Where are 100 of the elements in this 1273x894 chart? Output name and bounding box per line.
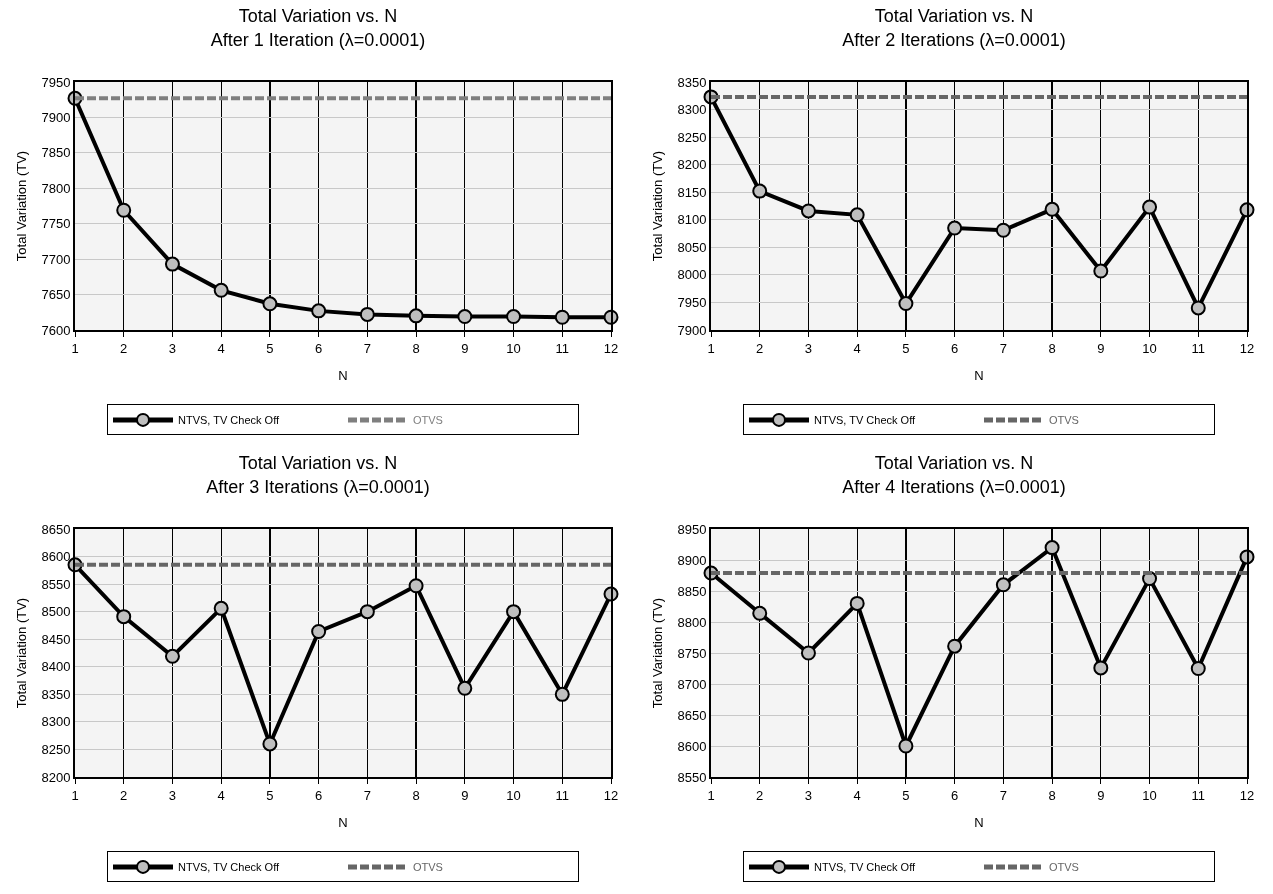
y-tick-label: 8250 [41, 741, 71, 757]
x-tick-label: 1 [71, 787, 79, 803]
x-tick-label: 5 [266, 340, 274, 356]
y-tick-label: 8350 [677, 74, 707, 90]
y-tick-label: 8650 [677, 707, 707, 723]
x-tick-label: 12 [603, 340, 619, 356]
x-tick-label: 7 [363, 787, 371, 803]
point [457, 309, 473, 325]
y-tick-label: 8300 [41, 714, 71, 730]
point [213, 600, 229, 616]
point [752, 183, 768, 199]
y-tick-label: 7650 [41, 287, 71, 303]
x-tick-label: 2 [756, 340, 764, 356]
y-tick-label: 8950 [677, 521, 707, 537]
text: OTVS [1049, 414, 1079, 427]
point [1044, 540, 1060, 556]
x-tick-label: 6 [315, 787, 323, 803]
y-tick-label: 8350 [41, 686, 71, 702]
x-tick-label: 8 [412, 787, 420, 803]
x-tick-label: 10 [506, 340, 521, 356]
point [262, 296, 278, 312]
point [1093, 263, 1109, 279]
x-tick-label: 4 [853, 787, 861, 803]
point [752, 605, 768, 621]
text: OTVS [413, 414, 443, 427]
point [947, 220, 963, 236]
y-tick-label: 7600 [41, 322, 71, 338]
x-tick-label: 10 [1142, 340, 1157, 356]
point [311, 303, 327, 319]
x-tick-label: 3 [804, 787, 813, 803]
x-tick-label: 10 [506, 787, 521, 803]
point [408, 308, 424, 324]
point [311, 624, 327, 639]
y-tick-label: 7750 [41, 216, 71, 232]
y-tick-label: 7900 [41, 109, 71, 125]
y-tick-label: 8100 [677, 212, 707, 228]
y-tick-label: 7900 [677, 322, 707, 338]
x-tick-label: 6 [951, 787, 959, 803]
x-tick-label: 7 [999, 340, 1007, 356]
point [995, 222, 1011, 238]
x-tick-label: 11 [1191, 787, 1206, 803]
x-tick-label: 1 [707, 340, 715, 356]
x-tick-label: 1 [707, 787, 715, 803]
point [164, 256, 180, 272]
x-tick-label: 5 [902, 340, 910, 356]
x-tick-label: 9 [461, 787, 469, 803]
x-tick-label: 12 [1239, 340, 1255, 356]
text: OTVS [413, 861, 443, 874]
point [457, 680, 473, 696]
y-tick-label: 8850 [677, 583, 707, 599]
x-tick-label: 8 [412, 340, 420, 356]
y-tick-label: 7700 [41, 251, 71, 267]
y-tick-label: 7950 [41, 74, 71, 90]
y-tick-label: 8000 [677, 267, 707, 283]
x-tick-label: 6 [951, 340, 959, 356]
chart-title: Total Variation vs. N After 2 Iterations (λ=0.0001) [842, 6, 1066, 50]
x-axis-title: N [974, 368, 984, 383]
point [359, 604, 375, 620]
y-tick-label: 8200 [41, 769, 71, 785]
y-tick-label: 8700 [677, 676, 707, 692]
point [1190, 661, 1206, 676]
y-tick-label: 8300 [677, 102, 707, 118]
y-axis-title: Total Variation (TV) [13, 597, 29, 709]
y-tick-label: 8400 [41, 659, 71, 675]
x-tick-label: 10 [1142, 787, 1157, 803]
point [849, 207, 865, 223]
point [1093, 660, 1109, 676]
text: OTVS [1049, 861, 1079, 874]
y-tick-label: 8450 [41, 631, 71, 647]
x-axis-title: N [974, 815, 984, 830]
y-tick-label: 8150 [677, 184, 707, 200]
x-tick-label: 11 [1191, 340, 1206, 356]
point [164, 648, 180, 664]
y-tick-label: 8900 [677, 552, 707, 568]
x-tick-label: 3 [804, 340, 813, 356]
y-tick-label: 7800 [41, 180, 71, 196]
x-tick-label: 8 [1048, 340, 1056, 356]
text: NTVS, TV Check Off [814, 414, 917, 427]
x-tick-label: 11 [555, 787, 570, 803]
point [898, 296, 914, 312]
point [800, 203, 816, 219]
point [359, 306, 375, 322]
y-tick-label: 8200 [677, 157, 707, 173]
chart-title: Total Variation vs. N After 4 Iterations (λ=0.0001) [842, 453, 1066, 497]
x-tick-label: 12 [1239, 787, 1255, 803]
point [947, 638, 963, 654]
x-tick-label: 5 [266, 787, 274, 803]
y-axis-title: Total Variation (TV) [649, 597, 665, 709]
y-tick-label: 8800 [677, 614, 707, 630]
x-tick-label: 9 [1097, 340, 1105, 356]
x-tick-label: 3 [168, 787, 177, 803]
point [116, 609, 132, 625]
point [116, 202, 132, 218]
x-tick-label: 8 [1048, 787, 1056, 803]
y-tick-label: 8550 [41, 576, 71, 592]
point [506, 309, 522, 325]
x-tick-label: 2 [756, 787, 764, 803]
x-tick-label: 12 [603, 787, 619, 803]
x-tick-label: 6 [315, 340, 323, 356]
point [1044, 201, 1060, 217]
